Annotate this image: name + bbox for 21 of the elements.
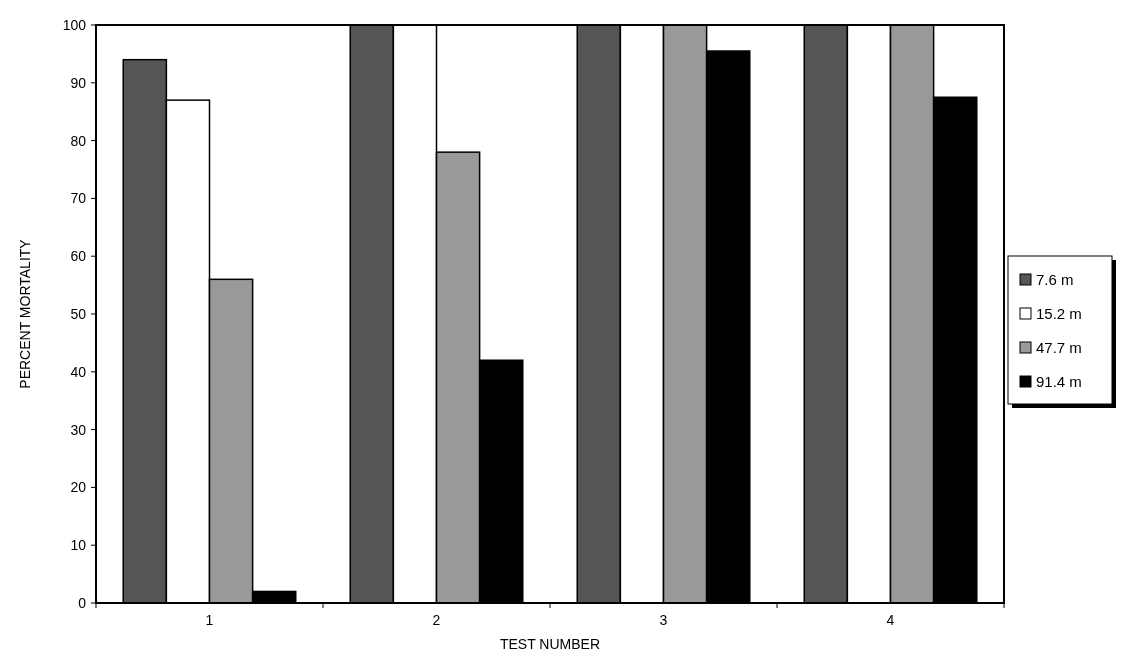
- y-axis-title: PERCENT MORTALITY: [17, 238, 33, 389]
- y-tick-label: 70: [70, 190, 87, 207]
- legend-label: 91.4 m: [1036, 373, 1082, 391]
- x-tick-label: 3: [659, 612, 668, 628]
- y-tick-label: 50: [70, 305, 87, 322]
- x-tick-label: 4: [886, 612, 895, 628]
- y-tick-label: 60: [70, 248, 87, 265]
- y-tick-label: 90: [70, 74, 87, 91]
- y-tick-label: 100: [62, 16, 87, 33]
- y-tick-label: 40: [70, 363, 87, 380]
- legend-label: 7.6 m: [1036, 271, 1074, 289]
- legend-label: 47.7 m: [1036, 339, 1082, 357]
- legend-label: 15.2 m: [1036, 305, 1082, 323]
- x-tick-label: 1: [205, 612, 214, 628]
- y-tick-label: 30: [70, 421, 87, 438]
- y-tick-label: 20: [70, 479, 87, 496]
- y-tick-label: 10: [70, 537, 87, 554]
- y-tick-label: 0: [78, 594, 87, 611]
- y-tick-label: 80: [70, 132, 87, 149]
- x-tick-label: 2: [432, 612, 441, 628]
- x-axis-title: TEST NUMBER: [499, 636, 601, 652]
